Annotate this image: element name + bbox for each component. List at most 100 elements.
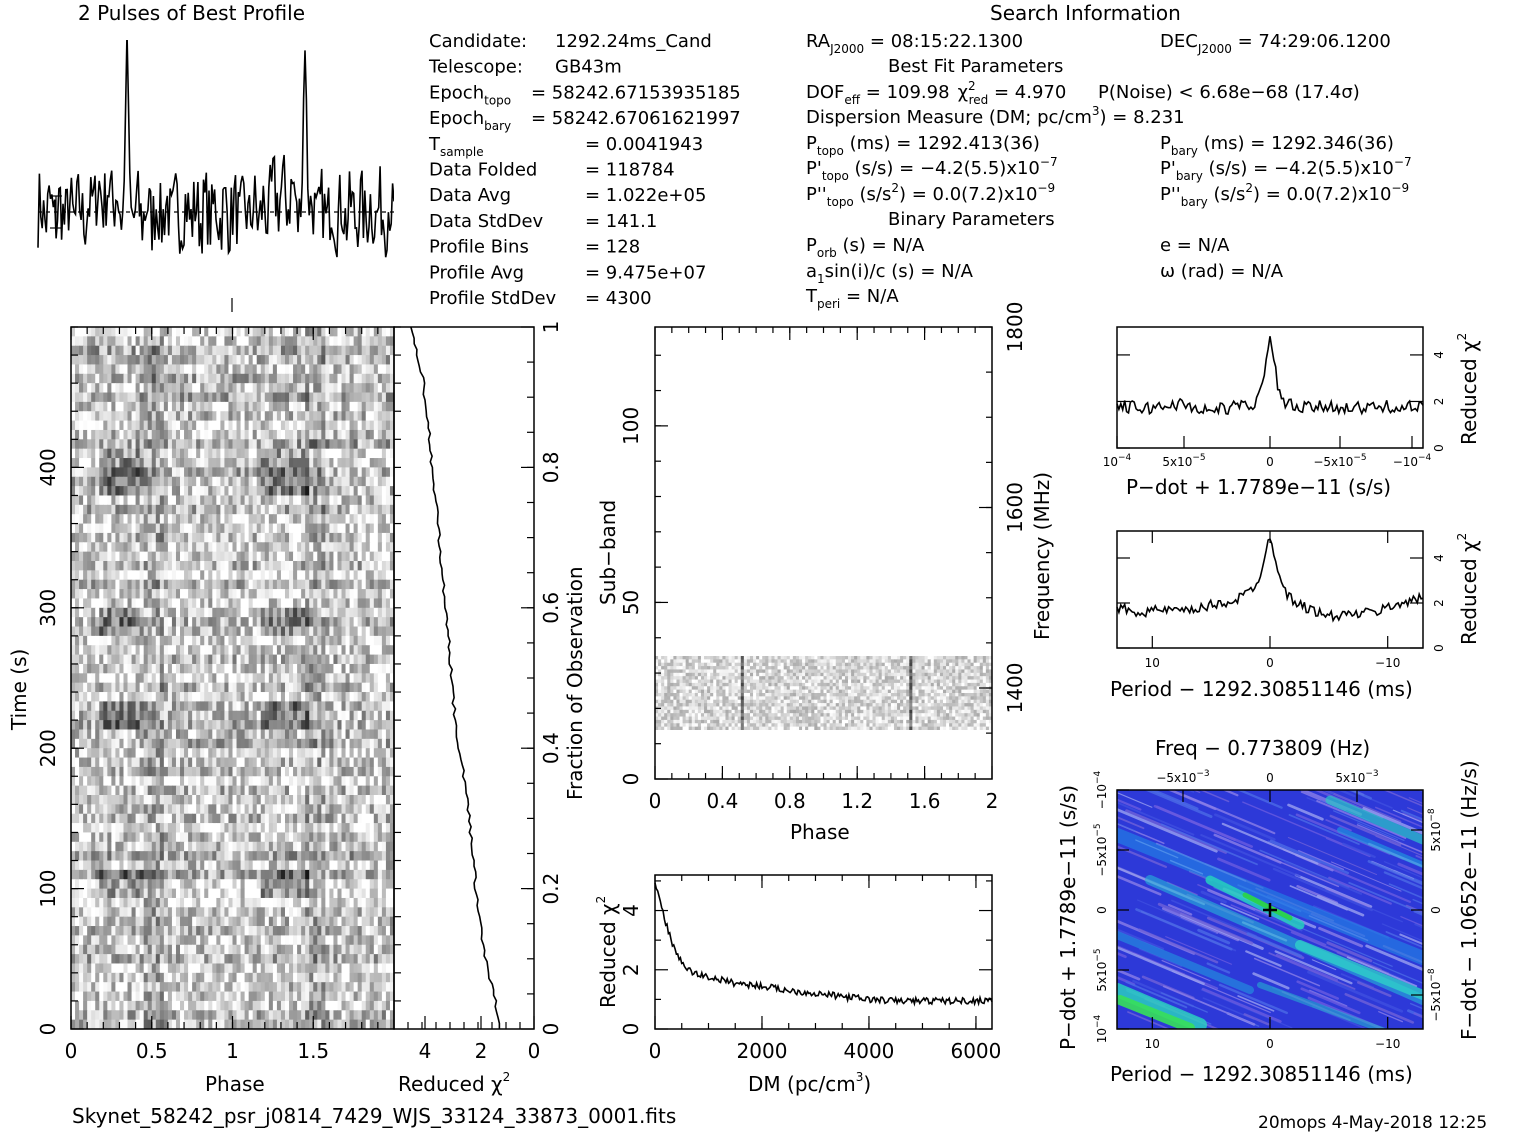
ppdot-x-tick-label: −10 xyxy=(1375,1037,1400,1051)
dm-redchi-tick-label: 4 xyxy=(619,904,643,917)
period-ticks: 0 2 4 10 0 −10 xyxy=(1117,531,1446,670)
info-mid-block: RAJ2000 = 08:15:22.1300 Best Fit Paramet… xyxy=(805,31,1185,311)
time-tick-label: 400 xyxy=(36,448,60,486)
pp-left-tick-label: 10−4 xyxy=(1093,1014,1109,1043)
info-left-value: = 0.0041943 xyxy=(585,134,703,155)
pdot-x-tick-label: 5x10−5 xyxy=(1162,453,1205,469)
time-phase-plot: 0 0.5 1 1.5 0 100 200 300 400 Phase Time (s) xyxy=(7,326,395,1096)
info-left-label: Epochtopo xyxy=(429,82,511,107)
info-left-label: Candidate: xyxy=(429,31,527,52)
time-tick-label: 0 xyxy=(36,1023,60,1036)
fraction-tick-label: 0.4 xyxy=(539,732,563,764)
dm-redchi-label: Reduced χ2 xyxy=(594,896,620,1008)
pdot-redchi-tick-label: 0 xyxy=(1432,444,1446,452)
pdot-line xyxy=(1116,336,1424,416)
dm-redchi-tick-label: 2 xyxy=(619,963,643,976)
dm-tick-label: 4000 xyxy=(844,1039,895,1063)
ppdot-pdot-label: P−dot + 1.7789e−11 (s/s) xyxy=(1056,785,1080,1050)
freq-top-tick-label: −5x10−3 xyxy=(1156,769,1209,785)
freq-tick-label: 1400 xyxy=(1003,663,1027,714)
info-left-label: Telescope: xyxy=(428,57,523,78)
pp-right-tick-label: 5x10−8 xyxy=(1427,808,1443,852)
subphase-tick-label: 0 xyxy=(649,789,662,813)
pp-right-tick-label: −5x10−8 xyxy=(1427,968,1443,1022)
info-left-value: = 141.1 xyxy=(585,211,657,232)
dm-line: Dispersion Measure (DM; pc/cm3) = 8.231 xyxy=(806,104,1185,128)
freq-tick-label: 1600 xyxy=(1003,482,1027,533)
redchi-tick-label: 4 xyxy=(419,1039,432,1063)
dof-line: DOFeff = 109.98 χ2 red = 4.970 xyxy=(806,79,1066,107)
time-axis-label: Time (s) xyxy=(7,649,31,731)
omega-line: ω (rad) = N/A xyxy=(1160,261,1284,282)
dm-tick-label: 0 xyxy=(649,1039,662,1063)
porb-line: Porb (s) = N/A xyxy=(806,235,925,260)
period-redchi-tick-label: 0 xyxy=(1432,644,1446,652)
time-phase-ticks: 0 0.5 1 1.5 0 100 200 300 400 xyxy=(36,326,379,1063)
period-redchi-tick-label: 2 xyxy=(1432,599,1446,607)
pp-left-tick-label: 0 xyxy=(1095,906,1109,914)
pdot-ticks: 0 2 4 10−4 5x10−5 0 −5x10−5 −10−4 xyxy=(1103,351,1446,469)
info-left-value: = 1.022e+05 xyxy=(585,185,706,206)
pdot-redchi-tick-label: 2 xyxy=(1432,398,1446,406)
dm-plot: 0 2000 4000 6000 0 2 4 DM (pc/cm3) Reduced χ2 xyxy=(594,874,1001,1096)
subphase-tick-label: 0.8 xyxy=(774,789,806,813)
subband-phase-plot: 0 50 100 1400 1600 1800 0 0.4 0.8 1.2 1.6 2 Phase S… xyxy=(596,302,1054,844)
subphase-tick-label: 0.4 xyxy=(706,789,738,813)
period-frame xyxy=(1116,530,1424,649)
redchi-tick-label: 0 xyxy=(528,1039,541,1063)
subband-tick-label: 100 xyxy=(619,407,643,445)
info-left-label: Profile Bins xyxy=(429,237,529,258)
info-left-value: 1292.24ms_Cand xyxy=(555,31,712,52)
pp-left-tick-label: −10−4 xyxy=(1093,770,1109,809)
info-left-label: Data StdDev xyxy=(429,211,544,232)
fraction-tick-label: 1 xyxy=(539,321,563,334)
time-tick-label: 200 xyxy=(36,729,60,767)
phase-tick-label: 1 xyxy=(226,1039,239,1063)
pdot-frame xyxy=(1116,326,1424,449)
subphase-tick-label: 1.6 xyxy=(909,789,941,813)
frequency-axis-label: Frequency (MHz) xyxy=(1030,472,1054,640)
time-phase-image xyxy=(71,327,394,1029)
freq-top-tick-label: 0 xyxy=(1266,771,1274,785)
period-x-tick-label: 0 xyxy=(1266,656,1274,670)
redchi-time-plot: 4 2 0 0 0.2 0.4 0.6 0.8 1 Reduced χ2 Fraction of… xyxy=(393,321,587,1096)
a1-line: a1sin(i)/c (s) = N/A xyxy=(806,261,974,286)
phase-tick-label: 0.5 xyxy=(136,1039,168,1063)
profile-line xyxy=(37,40,394,258)
info-left-label: Profile StdDev xyxy=(429,288,557,309)
pdot-x-tick-label: −5x10−5 xyxy=(1313,453,1366,469)
pp-left-tick-label: 5x10−5 xyxy=(1093,948,1109,991)
info-left-block: Candidate: 1292.24ms_Cand Telescope: GB43m E… xyxy=(428,31,741,309)
freq-tick-label: 1800 xyxy=(1003,302,1027,353)
pddbary-line: P''bary (s/s2) = 0.0(7.2)x10−9 xyxy=(1160,181,1409,209)
pdot-x-tick-label: 10−4 xyxy=(1103,453,1132,469)
pdtopo-line: P'topo (s/s) = −4.2(5.5)x10−7 xyxy=(806,155,1058,183)
info-left-value: = 58242.67153935185 xyxy=(531,82,741,103)
dm-redchi-tick-label: 0 xyxy=(619,1023,643,1036)
freq-top-tick-label: 5x10−3 xyxy=(1335,769,1378,785)
period-x-tick-label: 10 xyxy=(1145,656,1160,670)
dec-line: DECJ2000 = 74:29:06.1200 xyxy=(1160,31,1391,56)
profile-plot xyxy=(37,40,394,312)
subphase-tick-label: 1.2 xyxy=(841,789,873,813)
fraction-tick-label: 0.8 xyxy=(539,451,563,483)
period-axis-label: Period − 1292.30851146 (ms) xyxy=(1110,677,1413,701)
pnoise-line: P(Noise) < 6.68e−68 (17.4σ) xyxy=(1098,82,1360,103)
pp-left-tick-label: −5x10−5 xyxy=(1093,823,1109,876)
info-left-label: Profile Avg xyxy=(429,262,524,283)
subband-tick-label: 50 xyxy=(619,590,643,615)
period-x-tick-label: −10 xyxy=(1375,656,1400,670)
fraction-tick-label: 0.6 xyxy=(539,592,563,624)
ppdot-x-tick-label: 0 xyxy=(1266,1037,1274,1051)
info-left-value: = 4300 xyxy=(585,288,652,309)
pdot-redchi-tick-label: 4 xyxy=(1432,351,1446,359)
redchi-tick-label: 2 xyxy=(475,1039,488,1063)
pdot-redchi-label: Reduced χ2 xyxy=(1455,333,1481,445)
phase-tick-label: 0 xyxy=(65,1039,78,1063)
pdot-axis-label: P−dot + 1.7789e−11 (s/s) xyxy=(1126,475,1391,499)
info-left-value: = 9.475e+07 xyxy=(585,262,706,283)
info-right-block: DECJ2000 = 74:29:06.1200 P(Noise) < 6.68… xyxy=(1098,31,1412,282)
ppdot-plot: Freq − 0.773809 (Hz) 10 0 −10 −5x10−3 0 5x10−… xyxy=(1056,736,1481,1086)
subband-phase-label: Phase xyxy=(790,820,850,844)
